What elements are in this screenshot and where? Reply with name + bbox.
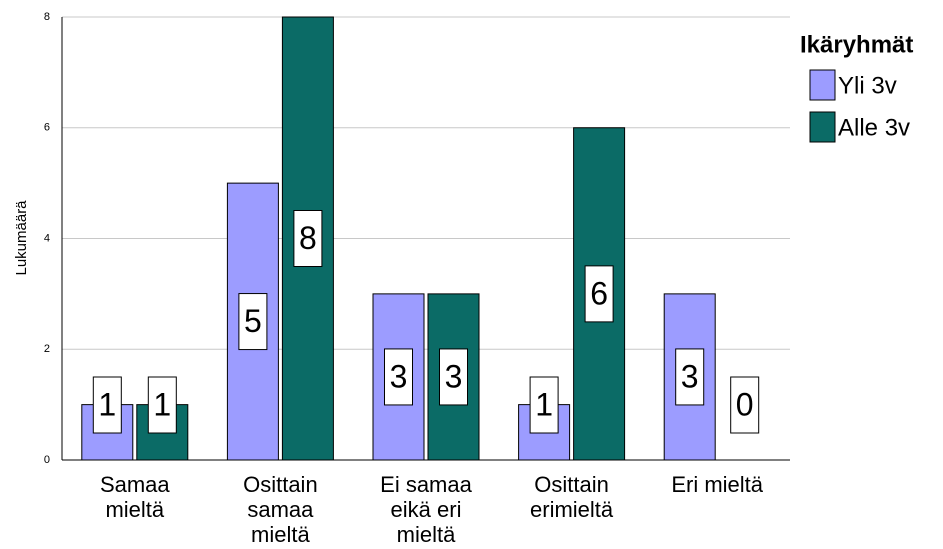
data-label: 6: [590, 275, 608, 311]
data-label-box: [384, 348, 413, 406]
data-label-box: [92, 376, 122, 434]
legend-swatch: [809, 69, 836, 101]
data-label: 8: [299, 220, 317, 256]
data-label: 5: [244, 303, 262, 339]
y-axis-label: Lukumäärä: [13, 200, 30, 276]
x-tick-label: Osittain samaa mieltä: [243, 472, 318, 547]
x-tick-label: Samaa mieltä: [99, 472, 170, 522]
legend-swatch: [809, 111, 836, 143]
data-label: 1: [98, 386, 116, 422]
y-tick-label: 0: [44, 454, 50, 466]
data-label-box: [584, 265, 614, 323]
y-tick-label: 4: [44, 232, 50, 244]
data-label-box: [147, 376, 177, 434]
data-label: 3: [681, 358, 699, 394]
legend-label: Yli 3v: [838, 72, 897, 99]
data-label: 0: [736, 386, 754, 422]
data-label-box: [238, 293, 268, 351]
data-label-box: [730, 376, 760, 434]
data-label: 3: [390, 358, 408, 394]
x-tick-label: Osittain erimieltä: [530, 472, 614, 522]
legend-title: Ikäryhmät: [800, 31, 913, 58]
x-tick-label: Ei samaa eikä eri mieltä: [380, 472, 472, 547]
y-tick-label: 2: [44, 343, 50, 355]
legend-label: Alle 3v: [838, 114, 910, 141]
y-tick-label: 6: [44, 122, 50, 134]
data-label: 1: [153, 386, 171, 422]
y-tick-label: 8: [44, 11, 50, 23]
x-tick-label: Eri mieltä: [671, 472, 764, 497]
data-label-box: [529, 376, 559, 434]
data-label-box: [675, 348, 705, 406]
data-label: 1: [535, 386, 553, 422]
data-label-box: [439, 348, 468, 406]
data-label: 3: [445, 358, 463, 394]
data-label-box: [293, 210, 323, 267]
